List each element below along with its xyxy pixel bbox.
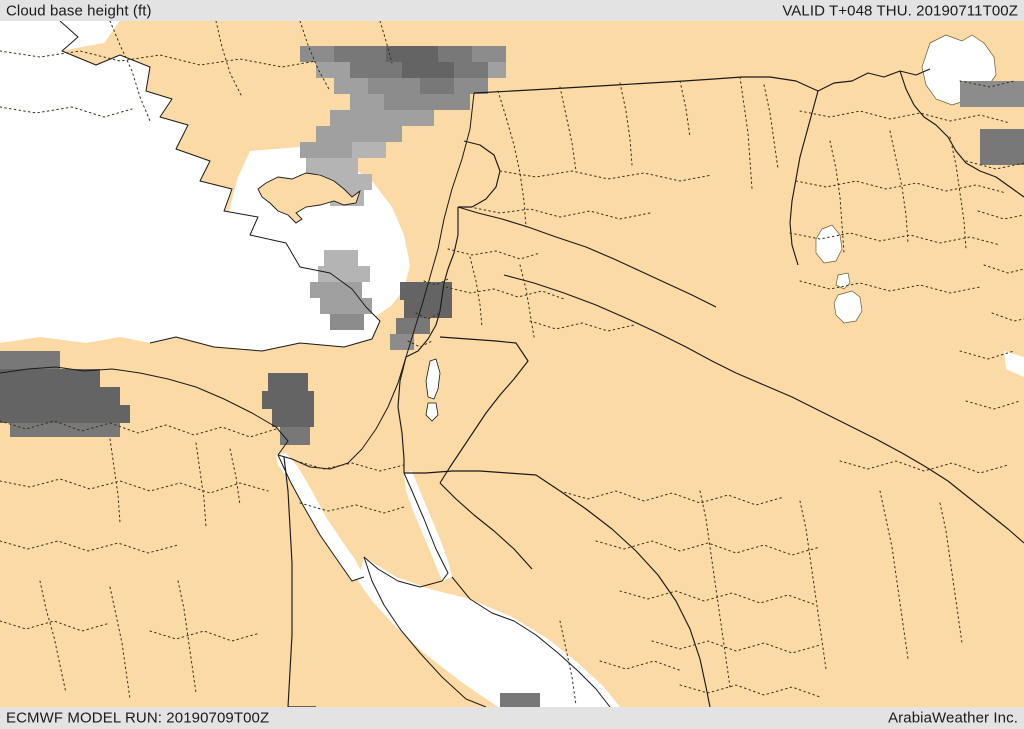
province-borders [0,21,1024,706]
gulf-of-suez [276,453,364,581]
cloud-cell [0,387,120,405]
cloud-cell [262,391,314,409]
border-aqaba-junction [404,470,537,476]
cloud-cell [316,62,350,78]
coastlines [0,21,611,707]
persian-gulf [1004,351,1024,377]
border-jordan-saudi [503,274,737,374]
cloud-cell [306,158,358,174]
cloud-cell [396,318,430,334]
cloud-cell [300,142,352,158]
suez-shoreline [277,454,365,582]
border-syria-iraq [789,90,819,266]
country-borders [283,68,1024,707]
cloud-cell [390,334,414,350]
cloud-cell [352,142,386,158]
cloud-cell [454,78,488,94]
cloud-cell [10,423,120,437]
cloud-cell [382,110,434,126]
model-run-label: ECMWF MODEL RUN: 20190709T00Z [6,709,270,727]
cloud-cell [334,78,368,94]
north-africa-coast [0,366,289,456]
cloud-cell [404,300,452,318]
cloud-cell [334,46,386,62]
cloud-cell [488,62,506,78]
cloud-cell [350,62,402,78]
cloud-cell [384,94,436,110]
cloud-cell [316,126,350,142]
border-syria-jordan [457,206,717,308]
footer-bar: ECMWF MODEL RUN: 20190709T00Z ArabiaWeat… [0,707,1024,729]
cloud-cell [454,62,488,78]
header-bar: Cloud base height (ft) VALID T+048 THU. … [0,0,1024,21]
cloud-cell [0,351,60,369]
border-israel-egypt [397,356,407,473]
cloud-cell [318,266,370,282]
cloud-cell [310,282,362,298]
cloud-cell [280,427,310,445]
border-saudi-iraq [735,372,949,482]
border-turkey-iraq-iran [899,70,1024,198]
gulf-of-aqaba [404,471,452,581]
border-egypt-libya [283,456,293,707]
cloud-cell [350,126,402,142]
cloud-cell [960,81,1024,107]
cloud-cell [472,46,506,62]
cyprus-island [257,172,361,224]
border-turkey-syria [473,68,931,94]
border-syria-lebanon [458,140,501,208]
sinai-coast [363,472,449,588]
cloud-cell [300,46,334,62]
border-iraq-iran [947,480,1024,544]
border-jordan-israel [405,207,459,358]
lake-tharthar [815,224,843,264]
lake-habbaniyah [833,290,863,324]
turkey-south-coast [59,21,381,352]
provider-label: ArabiaWeather Inc. [888,709,1018,727]
cloud-cell [0,369,100,387]
aegean-inlet [0,21,120,51]
cloud-cell [436,94,470,110]
cloud-cell [330,110,382,126]
map-svg [0,21,1024,707]
border-saudi-interior [439,482,533,570]
map-canvas[interactable] [0,21,1024,707]
cloud-cell [438,46,472,62]
cloud-cell [272,409,314,427]
cloud-cell [320,298,372,314]
saudi-red-sea-coast [451,576,611,707]
border-saudi-yemen [535,474,711,707]
border-jordan-saudi-zigzag [439,336,529,484]
cloud-cell [268,373,308,391]
dead-sea [425,358,441,422]
cloud-cell [324,250,358,266]
cloud-cell [330,314,364,330]
page-title: Cloud base height (ft) [6,2,152,19]
cloud-cell [368,78,420,94]
valid-time-label: VALID T+048 THU. 20190711T00Z [782,2,1018,19]
cloud-cell [500,693,540,707]
cloud-cell [350,94,384,110]
cloud-cell [402,62,454,78]
red-sea [358,557,620,707]
egypt-red-sea-coast [363,556,487,707]
cloud-cell [0,405,130,423]
cloud-cell [420,78,454,94]
islands [257,172,361,224]
cloud-cell [980,129,1024,165]
cloud-cell [386,46,438,62]
